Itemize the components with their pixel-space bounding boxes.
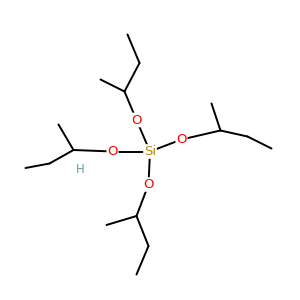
Text: H: H xyxy=(76,163,85,176)
Text: O: O xyxy=(131,113,142,127)
Text: O: O xyxy=(107,145,118,158)
Text: O: O xyxy=(143,178,154,191)
Text: Si: Si xyxy=(144,145,156,158)
Text: O: O xyxy=(176,133,187,146)
